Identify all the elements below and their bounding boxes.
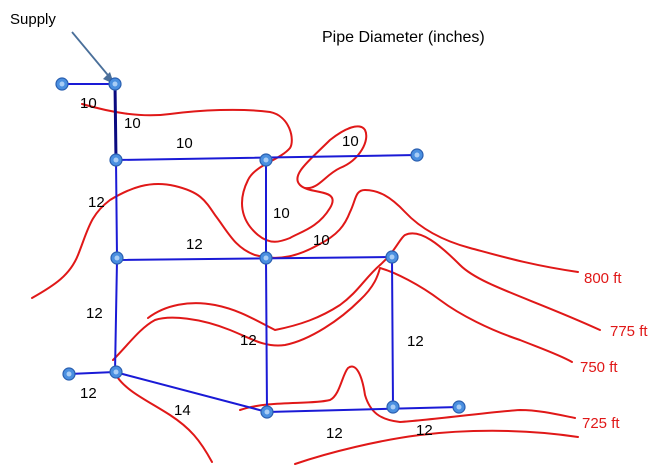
pipe-label: 14 xyxy=(174,402,191,419)
pipe-west-stub xyxy=(68,371,116,375)
pipe-label: 12 xyxy=(80,385,97,402)
diagram-title: Pipe Diameter (inches) xyxy=(322,29,485,46)
pipe-label: 10 xyxy=(176,135,193,152)
pipe-label: 10 xyxy=(313,232,330,249)
pipe-supply-main xyxy=(113,82,118,162)
contour-line-800 xyxy=(31,182,579,299)
pipe-label: 12 xyxy=(86,305,103,322)
pipe-left-lower xyxy=(114,259,118,373)
junction-node-f xyxy=(385,250,399,264)
pipe-diagonal-lower xyxy=(114,371,268,413)
supply-label: Supply xyxy=(10,11,56,28)
contour-line-775 xyxy=(147,232,601,331)
contour-line-725b xyxy=(239,365,576,423)
pipe-label: 12 xyxy=(416,422,433,439)
junction-node-e xyxy=(259,251,273,265)
contour-label-775: 775 ft xyxy=(610,323,648,340)
pipe-label: 10 xyxy=(80,95,97,112)
pipe-left-upper xyxy=(115,159,118,258)
junction-node-c xyxy=(410,148,424,162)
contour-label-725: 725 ft xyxy=(582,415,620,432)
junction-node-b xyxy=(259,153,273,167)
supply-arrow xyxy=(71,31,114,84)
pipe-middle-row xyxy=(116,256,393,261)
pipe-right-vertical xyxy=(391,257,394,408)
pipe-label: 12 xyxy=(407,333,424,350)
junction-node-a xyxy=(109,153,123,167)
pipe-label: 12 xyxy=(88,194,105,211)
junction-node-j xyxy=(386,400,400,414)
contour-line-bottom xyxy=(294,429,579,465)
junction-node-k xyxy=(452,400,466,414)
pipe-label: 12 xyxy=(186,236,203,253)
contour-line-725 xyxy=(117,377,213,463)
pipe-label: 10 xyxy=(273,205,290,222)
junction-node-i xyxy=(260,405,274,419)
pipe-label: 10 xyxy=(124,115,141,132)
pipe-label: 12 xyxy=(326,425,343,442)
junction-node-supply-west xyxy=(55,77,69,91)
contour-label-800: 800 ft xyxy=(584,270,622,287)
contour-line-800-loop xyxy=(81,103,368,243)
junction-node-supply xyxy=(108,77,122,91)
pipe-mid-vertical-lower xyxy=(265,257,268,413)
junction-node-h xyxy=(109,365,123,379)
pipe-label: 10 xyxy=(342,133,359,150)
contour-label-750: 750 ft xyxy=(580,359,618,376)
junction-node-g xyxy=(62,367,76,381)
pipe-bottom-row xyxy=(266,406,460,413)
contour-line-750 xyxy=(112,267,573,363)
pipe-label: 12 xyxy=(240,332,257,349)
junction-node-d xyxy=(110,251,124,265)
